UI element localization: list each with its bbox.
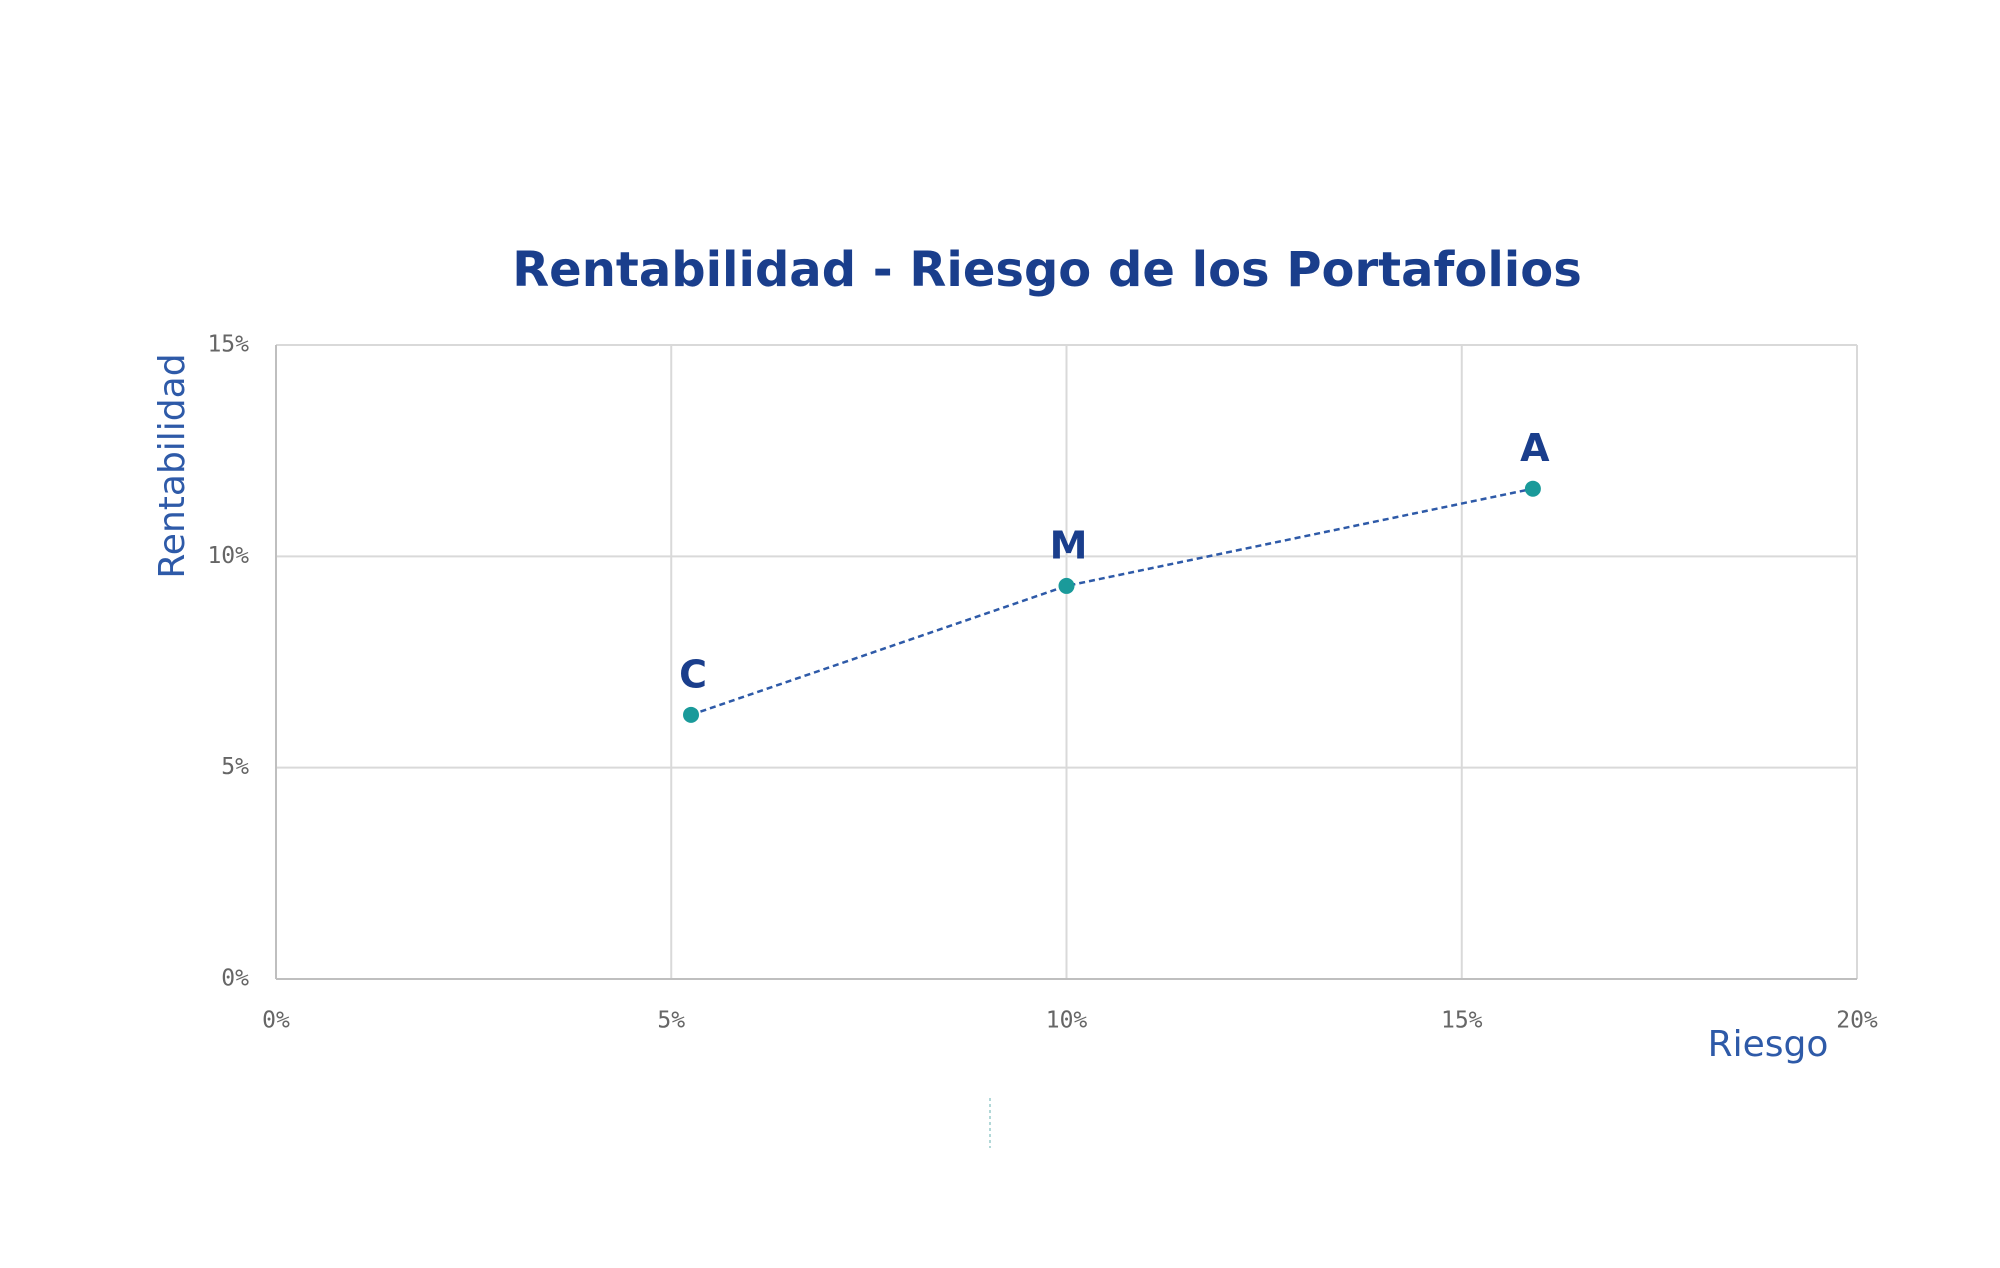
- x-tick-label: 15%: [1441, 1008, 1483, 1034]
- series-line: [690, 487, 1534, 717]
- y-tick-label: 0%: [221, 966, 249, 992]
- y-axis-label: Rentabilidad: [152, 353, 193, 578]
- point-label: A: [1520, 426, 1550, 470]
- x-axis-label: Riesgo: [1708, 1024, 1829, 1065]
- y-tick-label: 15%: [207, 332, 249, 358]
- x-tick-label: 0%: [262, 1008, 290, 1034]
- point: [683, 706, 700, 723]
- point: [1524, 480, 1541, 497]
- x-tick-label: 5%: [657, 1008, 685, 1034]
- x-tick-label: 10%: [1046, 1008, 1088, 1034]
- point-label: C: [679, 652, 707, 696]
- x-tick-label: 20%: [1836, 1008, 1878, 1034]
- point-label: M: [1050, 523, 1088, 567]
- y-tick-label: 10%: [207, 543, 249, 569]
- y-tick-label: 5%: [221, 754, 249, 780]
- chart-title: Rentabilidad - Riesgo de los Portafolios: [512, 242, 1582, 298]
- point: [1058, 577, 1075, 594]
